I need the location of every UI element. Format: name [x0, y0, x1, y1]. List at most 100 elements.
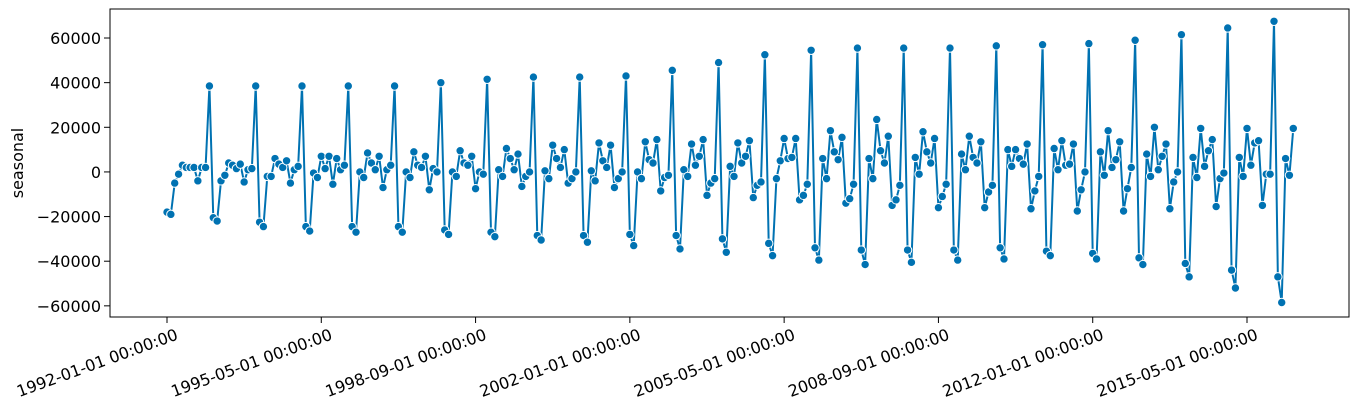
data-point: [1122, 183, 1133, 194]
data-point: [1234, 152, 1244, 163]
data-point: [582, 237, 593, 247]
data-point: [1246, 160, 1256, 170]
data-point: [710, 173, 720, 184]
data-point: [166, 209, 176, 220]
data-point: [602, 162, 612, 173]
data-point: [420, 151, 431, 162]
data-point: [540, 166, 550, 176]
data-point: [451, 171, 461, 182]
data-point: [636, 173, 647, 184]
data-point: [949, 245, 959, 255]
data-point: [220, 170, 230, 180]
x-tick-label: 2002-01-01 00:00:00: [477, 325, 643, 401]
data-point: [548, 140, 558, 150]
data-point: [1211, 201, 1221, 212]
data-point: [320, 163, 330, 174]
data-point: [478, 169, 488, 179]
data-point: [756, 177, 766, 187]
data-point: [509, 165, 519, 175]
data-point: [883, 131, 893, 141]
data-point: [922, 147, 932, 157]
data-point: [748, 192, 758, 203]
data-point: [193, 176, 203, 186]
data-point: [987, 180, 998, 191]
data-point: [281, 156, 292, 166]
y-tick-label: 40000: [50, 74, 101, 93]
data-point: [1153, 165, 1163, 175]
data-point: [370, 165, 380, 175]
data-point: [1288, 123, 1298, 134]
data-point: [798, 190, 809, 201]
data-point: [821, 173, 832, 184]
data-point: [1142, 149, 1152, 159]
data-point: [173, 169, 184, 179]
data-point: [1257, 200, 1268, 211]
data-point: [436, 77, 446, 88]
y-axis-label: seasonal: [8, 128, 27, 199]
y-tick-label: −20000: [37, 208, 101, 227]
data-point: [617, 167, 627, 177]
data-point: [1180, 258, 1190, 269]
data-point: [378, 182, 388, 193]
data-point: [1203, 146, 1214, 156]
y-tick-label: 60000: [50, 29, 101, 48]
data-point: [744, 135, 755, 146]
data-point: [605, 140, 616, 150]
data-point: [170, 178, 180, 188]
data-point: [879, 158, 890, 168]
data-point: [929, 133, 940, 144]
data-point: [586, 166, 596, 176]
data-point: [1026, 204, 1036, 214]
data-point: [1280, 153, 1291, 164]
data-point: [497, 171, 508, 182]
data-point: [416, 162, 427, 173]
data-point: [1184, 272, 1194, 282]
data-point: [775, 156, 785, 166]
data-point: [544, 173, 554, 184]
data-point: [690, 160, 701, 170]
data-point: [791, 133, 801, 144]
data-point: [652, 134, 662, 145]
x-tick-label: 1995-05-01 00:00:00: [168, 325, 334, 401]
data-point: [764, 238, 774, 249]
data-point: [490, 231, 500, 242]
data-point: [895, 180, 905, 191]
data-point: [1095, 147, 1106, 157]
data-point: [1161, 139, 1171, 149]
data-point: [285, 178, 296, 188]
data-point: [513, 149, 523, 159]
data-point: [251, 81, 261, 91]
data-point: [1265, 169, 1275, 179]
data-point: [713, 57, 724, 68]
data-point: [1138, 259, 1148, 270]
data-point: [293, 161, 303, 172]
data-point: [332, 153, 342, 164]
data-point: [740, 151, 751, 162]
data-point: [328, 179, 338, 189]
data-point: [536, 235, 546, 245]
data-point: [1003, 144, 1013, 155]
data-point: [694, 151, 704, 162]
data-point: [999, 254, 1009, 264]
data-point: [899, 43, 909, 53]
data-point: [1130, 35, 1140, 45]
data-point: [463, 160, 473, 170]
data-point: [1230, 283, 1241, 293]
data-point: [505, 153, 515, 164]
data-point: [1169, 177, 1179, 187]
data-point: [351, 227, 361, 237]
data-point: [1242, 123, 1252, 134]
data-point: [675, 244, 685, 254]
data-point: [258, 221, 269, 232]
data-point: [779, 133, 789, 144]
data-point: [910, 152, 920, 163]
data-point: [397, 227, 407, 237]
data-point: [845, 194, 855, 204]
data-point: [848, 179, 859, 189]
data-point: [374, 151, 384, 162]
data-point: [702, 190, 712, 201]
x-tick-label: 2015-05-01 00:00:00: [1094, 325, 1260, 401]
data-point: [937, 191, 947, 202]
